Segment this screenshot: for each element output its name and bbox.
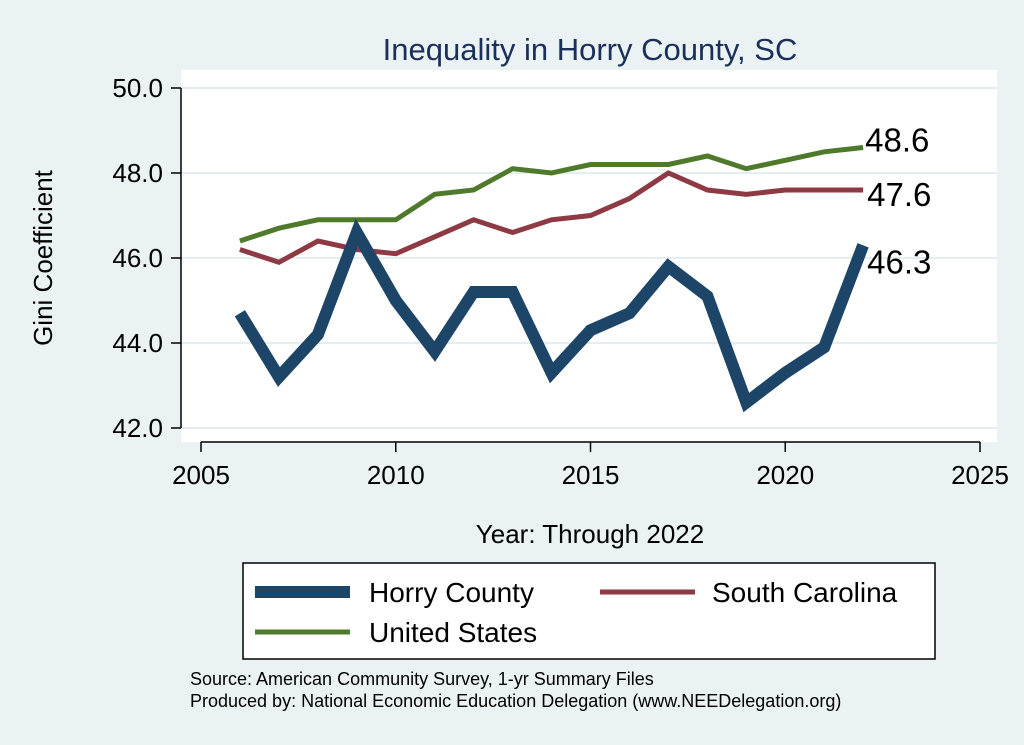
x-tick-label: 2015 (562, 460, 620, 490)
y-tick-label: 50.0 (112, 73, 163, 103)
y-axis-title: Gini Coefficient (28, 169, 58, 346)
x-axis: 2005 2010 2015 2020 2025 (172, 441, 1009, 490)
y-axis: 42.0 44.0 46.0 48.0 50.0 (112, 73, 182, 443)
y-tick-label: 48.0 (112, 158, 163, 188)
x-axis-title: Year: Through 2022 (476, 519, 704, 549)
x-tick-label: 2005 (172, 460, 230, 490)
y-tick-label: 42.0 (112, 413, 163, 443)
series-lines (234, 145, 869, 413)
legend: Horry County South Carolina United State… (242, 562, 936, 660)
chart-title: Inequality in Horry County, SC (383, 32, 798, 67)
source-note: Source: American Community Survey, 1-yr … (190, 669, 654, 689)
series-line-horry-county (234, 218, 869, 413)
y-tick-label: 46.0 (112, 243, 163, 273)
y-tick-label: 44.0 (112, 328, 163, 358)
producer-note: Produced by: National Economic Education… (190, 691, 841, 711)
series-line-united-states (239, 145, 864, 244)
series-line-south-carolina (239, 170, 864, 266)
legend-label-south-carolina: South Carolina (712, 577, 898, 608)
x-tick-label: 2020 (756, 460, 814, 490)
end-label-horry-county: 46.3 (867, 243, 931, 280)
x-tick-label: 2025 (951, 460, 1009, 490)
x-tick-label: 2010 (367, 460, 425, 490)
legend-box (242, 562, 936, 660)
legend-label-united-states: United States (369, 617, 537, 648)
end-label-south-carolina: 47.6 (867, 176, 931, 213)
end-label-united-states: 48.6 (865, 122, 929, 159)
end-labels: 46.3 47.6 48.6 (865, 122, 931, 281)
legend-label-horry-county: Horry County (369, 577, 534, 608)
